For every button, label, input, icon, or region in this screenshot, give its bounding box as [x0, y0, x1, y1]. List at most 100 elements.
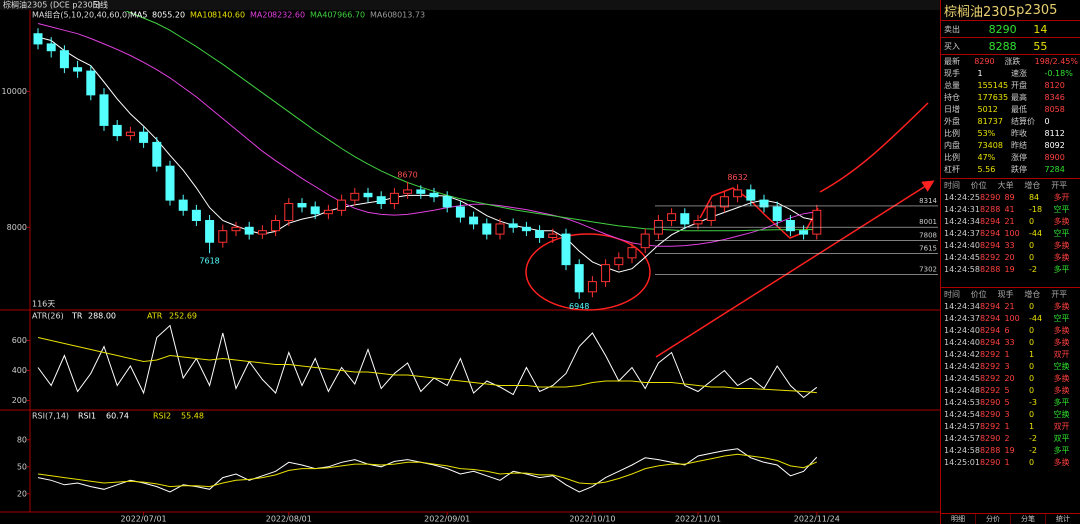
- trade-cell: 14:24:37: [944, 313, 980, 323]
- tab[interactable]: 明细: [941, 514, 976, 524]
- candle-body: [86, 70, 96, 96]
- tabs: 明细 分价 分笔 统计: [941, 513, 1080, 524]
- candle-body: [59, 50, 69, 69]
- trade-cell: 多平: [1053, 264, 1070, 274]
- trades: 时间 价位 现手 增仓 开平 14:24:34 8294 21 0 多换 14:24:37 8294 1…: [941, 287, 1080, 468]
- candle-body: [191, 209, 201, 222]
- trade-row: 14:24:58 8288 19 -2 多平: [941, 263, 1080, 275]
- ma-legend-name: MA5: [130, 11, 147, 20]
- ask-label: 卖出: [944, 24, 960, 34]
- header-cell: 大单: [997, 180, 1014, 190]
- trades_big: 时间 价位 大单 增仓 开平 14:24:25 8290 89 84 多开 14:24:31 8288…: [941, 178, 1080, 275]
- level-label: 8001: [919, 218, 937, 226]
- trade-row: 14:24:58 8288 19 -2 多平: [941, 444, 1080, 456]
- candle-body: [508, 223, 518, 228]
- trade-cell: 14:24:57: [944, 421, 980, 431]
- trade-cell: 8288: [979, 264, 1001, 274]
- stat-value: 8900: [1044, 152, 1065, 162]
- stat-value: 1: [977, 68, 983, 78]
- candle-body: [706, 206, 716, 222]
- tab[interactable]: 统计: [1046, 514, 1080, 524]
- ma-legend-name: MA60: [370, 11, 393, 20]
- ma-legend-value: 8140.60: [212, 11, 245, 20]
- header-cell: 现手: [997, 289, 1014, 299]
- trade-cell: 多换: [1053, 216, 1070, 226]
- stat-label: 持仓: [944, 92, 960, 102]
- trade-cell: -2: [1028, 445, 1037, 455]
- y-tick-label: 80: [17, 435, 27, 444]
- candle-body: [587, 281, 597, 293]
- trade-cell: 多换: [1053, 325, 1070, 335]
- trade-cell: -44: [1028, 228, 1043, 238]
- candle-body: [350, 192, 360, 201]
- y-tick-label: 200: [12, 396, 27, 405]
- trade-row: 14:24:45 8292 20 0 多换: [941, 251, 1080, 263]
- trade-cell: 双平: [1053, 433, 1070, 443]
- ma-legend-name: MA40: [310, 11, 333, 20]
- trade-row: 14:24:37 8294 100 -44 空平: [941, 312, 1080, 324]
- extreme-label: 8632: [727, 173, 747, 182]
- trade-cell: 14:24:58: [944, 445, 980, 455]
- trade-cell: 14:24:34: [944, 216, 980, 226]
- candle-body: [785, 220, 795, 232]
- stat-row: 内盘 73408 昨结 8092: [941, 139, 1080, 151]
- y-tick-label: 20: [17, 489, 27, 498]
- indicator-line: [37, 23, 817, 247]
- trade-row: 14:24:42 8292 3 0 空换: [941, 360, 1080, 372]
- level-label: 8314: [919, 197, 937, 205]
- trade-cell: 89: [1004, 192, 1015, 202]
- tab[interactable]: 分笔: [1011, 514, 1046, 524]
- trade-cell: 8290: [979, 433, 1001, 443]
- stat-label: 内盘: [944, 140, 960, 150]
- trade-row: 14:24:40 8294 33 0 多换: [941, 239, 1080, 251]
- trade-cell: 14:24:45: [944, 252, 980, 262]
- trade-cell: 8292: [979, 421, 1001, 431]
- trade-cell: 20: [1004, 252, 1015, 262]
- trade-cell: 14:24:40: [944, 240, 980, 250]
- candle-body: [337, 199, 347, 211]
- trade-cell: 8292: [979, 252, 1001, 262]
- trade-cell: 多换: [1053, 385, 1070, 395]
- ma-legend-name: MA10: [190, 11, 213, 20]
- y-tick-label: 8000: [7, 223, 27, 232]
- trade-cell: 多平: [1053, 397, 1070, 407]
- trade-cell: 8290: [979, 457, 1001, 467]
- ma-legend-name: MA20: [250, 11, 273, 20]
- candle-body: [416, 189, 426, 194]
- trade-cell: 空平: [1053, 228, 1070, 238]
- candle-body: [33, 33, 43, 45]
- trade-row: 14:24:40 8294 6 0 多换: [941, 324, 1080, 336]
- trade-cell: 0: [1028, 385, 1035, 395]
- x-tick-label: 2022/10/10: [569, 515, 615, 524]
- days-label: 116天: [32, 300, 55, 309]
- trade-cell: 8292: [979, 349, 1001, 359]
- stat-value: 8120: [1044, 80, 1065, 90]
- candle-body: [746, 189, 756, 201]
- bid-row: 买入 8288 55: [941, 37, 1080, 54]
- stat-value: 8112: [1044, 128, 1065, 138]
- atr-title: ATR(26): [32, 312, 64, 321]
- trade-cell: 多换: [1053, 373, 1070, 383]
- stat-row: 外盘 81737 结算价 0: [941, 115, 1080, 127]
- trade-cell: 8290: [979, 192, 1001, 202]
- indicator-line: [125, 11, 817, 232]
- trade-cell: 14:24:40: [944, 325, 980, 335]
- candle-body: [112, 124, 122, 137]
- legend-value: 55.48: [181, 412, 204, 421]
- level-label: 7302: [919, 266, 937, 274]
- y-tick-label: 50: [17, 462, 27, 471]
- header-cell: 时间: [944, 180, 960, 190]
- indicator-line: [37, 337, 817, 394]
- candle-body: [693, 220, 703, 225]
- tab[interactable]: 分价: [976, 514, 1011, 524]
- trade-cell: 1: [1028, 349, 1035, 359]
- trade-cell: 8294: [979, 313, 1001, 323]
- candle-body: [389, 192, 399, 205]
- trade-cell: 14:24:57: [944, 433, 980, 443]
- trade-cell: 14:24:42: [944, 349, 980, 359]
- trade-cell: 33: [1004, 240, 1015, 250]
- panel-borders: [0, 10, 940, 513]
- trade-cell: 14:24:58: [944, 264, 980, 274]
- stat-value: 73408: [977, 140, 1003, 150]
- trade-cell: 空平: [1053, 313, 1070, 323]
